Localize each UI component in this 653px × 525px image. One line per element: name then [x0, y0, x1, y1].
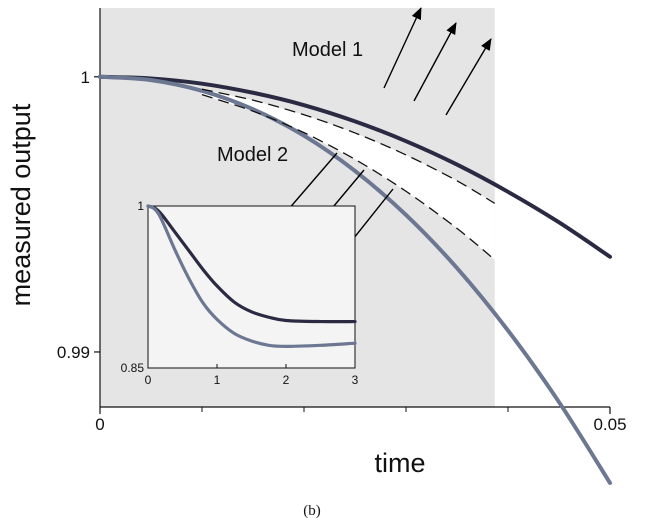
x-tick-label-0: 0: [95, 415, 104, 434]
model1-arrow-2: [413, 22, 457, 102]
y-tick-label-0: 1: [81, 68, 90, 87]
x-tick-label-1: 0.05: [593, 415, 626, 434]
inset-series-group: [146, 204, 357, 349]
inset-x-tick-label-2: 2: [283, 373, 290, 387]
inset-tick-labels: 0 1 2 3 1 0.85: [121, 199, 359, 387]
y-axis-title: measured output: [6, 103, 36, 306]
dashed-guide-2: [201, 88, 496, 204]
inset-series-line-model-1: [146, 204, 357, 324]
figure-caption: (b): [303, 503, 321, 519]
model1-arrow-1: [383, 7, 422, 89]
x-axis-title: time: [374, 448, 425, 478]
inset-y-tick-label-0: 1: [137, 199, 144, 213]
main-series-group: [98, 74, 612, 485]
annotation-model-1: Model 1: [292, 39, 363, 61]
series-line-model-1: [98, 74, 612, 259]
inset-series-line-model-2: [146, 204, 357, 349]
inset-x-tick-label-1: 1: [214, 373, 221, 387]
annotation-model-2: Model 2: [217, 144, 288, 166]
model1-arrow-3: [445, 38, 492, 116]
series-line-model-2: [98, 74, 612, 485]
main-tick-labels: 0 0.05 1 0.99: [57, 68, 627, 434]
inset-x-tick-label-3: 3: [352, 373, 359, 387]
dashed-guide-3: [201, 94, 496, 261]
dashed-band-fill: [202, 89, 495, 260]
model1-arrows: [383, 7, 492, 116]
inset-chart: 0 1 2 3 1 0.85: [121, 199, 359, 387]
inset-y-tick-label-1: 0.85: [121, 361, 145, 375]
y-tick-label-1: 0.99: [57, 343, 90, 362]
inset-x-tick-label-0: 0: [145, 373, 152, 387]
